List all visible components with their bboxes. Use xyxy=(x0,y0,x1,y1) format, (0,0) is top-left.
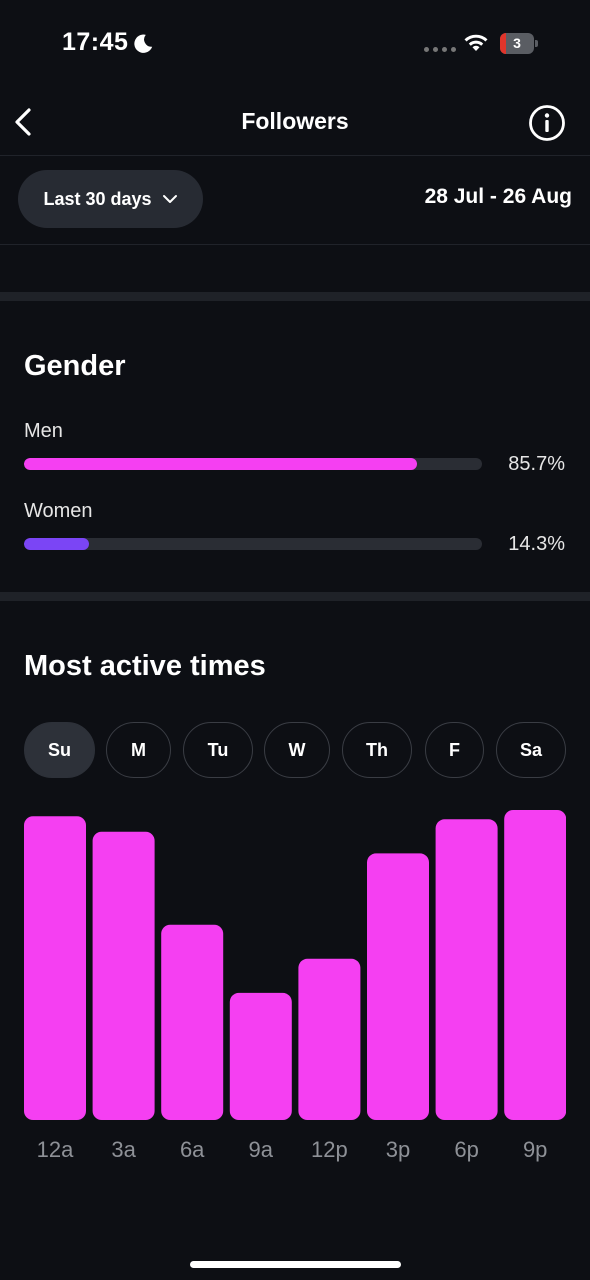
day-label: W xyxy=(288,739,306,760)
gender-label-women: Women xyxy=(24,500,93,522)
active-times-chart xyxy=(24,810,566,1170)
day-tab-w[interactable]: W xyxy=(264,722,330,778)
day-tab-sa[interactable]: Sa xyxy=(496,722,566,778)
gender-bar-men xyxy=(24,458,482,470)
gender-label-men: Men xyxy=(24,420,63,442)
signal-dots-icon xyxy=(424,47,456,52)
wifi-icon xyxy=(464,34,488,51)
chevron-down-icon xyxy=(162,195,177,203)
tick-label-3a: 3a xyxy=(111,1137,136,1162)
day-tab-th[interactable]: Th xyxy=(342,722,412,778)
day-label: Tu xyxy=(207,739,229,760)
day-label: F xyxy=(449,739,460,760)
bar-6a xyxy=(161,924,224,1120)
period-label: Last 30 days xyxy=(43,188,152,209)
day-tab-m[interactable]: M xyxy=(106,722,171,778)
bar-9p xyxy=(504,810,566,1120)
date-range: 28 Jul - 26 Aug xyxy=(424,185,572,208)
day-label: Sa xyxy=(519,739,543,760)
gender-bar-women xyxy=(24,538,482,550)
page-title: Followers xyxy=(241,108,349,134)
gender-title: Gender xyxy=(24,350,126,382)
tick-label-12p: 12p xyxy=(311,1137,348,1162)
battery-level: 3 xyxy=(513,35,521,51)
bar-3a xyxy=(92,831,155,1120)
battery-icon: 3 xyxy=(500,33,538,54)
status-time: 17:45 xyxy=(62,28,129,56)
moon-icon xyxy=(134,34,153,53)
day-tab-f[interactable]: F xyxy=(425,722,484,778)
active-times-title: Most active times xyxy=(24,650,266,682)
bar-6p xyxy=(435,819,498,1120)
back-button[interactable] xyxy=(10,102,38,142)
section-divider xyxy=(0,592,590,601)
gender-value-men: 85.7% xyxy=(508,453,565,475)
gender-value-women: 14.3% xyxy=(508,533,565,555)
tick-label-3p: 3p xyxy=(385,1137,411,1162)
day-tab-su[interactable]: Su xyxy=(24,722,95,778)
header: Followers xyxy=(0,90,590,156)
day-label: Su xyxy=(47,739,71,760)
tick-label-6p: 6p xyxy=(454,1137,479,1162)
tick-label-6a: 6a xyxy=(179,1137,205,1162)
bar-9a xyxy=(229,992,292,1120)
info-icon[interactable] xyxy=(528,104,566,142)
day-tab-tu[interactable]: Tu xyxy=(183,722,253,778)
home-indicator xyxy=(190,1261,401,1268)
bar-3p xyxy=(367,853,429,1120)
bar-12a xyxy=(24,816,86,1120)
day-label: Th xyxy=(366,739,388,760)
period-dropdown[interactable]: Last 30 days xyxy=(18,170,203,228)
day-label: M xyxy=(131,739,146,760)
tick-label-9a: 9a xyxy=(248,1137,274,1162)
bar-12p xyxy=(298,958,361,1120)
status-bar: 17:45 3 xyxy=(0,0,590,90)
section-divider xyxy=(0,292,590,301)
bar-chart xyxy=(24,810,566,1120)
tick-label-12a: 12a xyxy=(36,1137,74,1162)
tick-label-9p: 9p xyxy=(522,1137,548,1162)
filter-bar: Last 30 days 28 Jul - 26 Aug xyxy=(0,156,590,245)
